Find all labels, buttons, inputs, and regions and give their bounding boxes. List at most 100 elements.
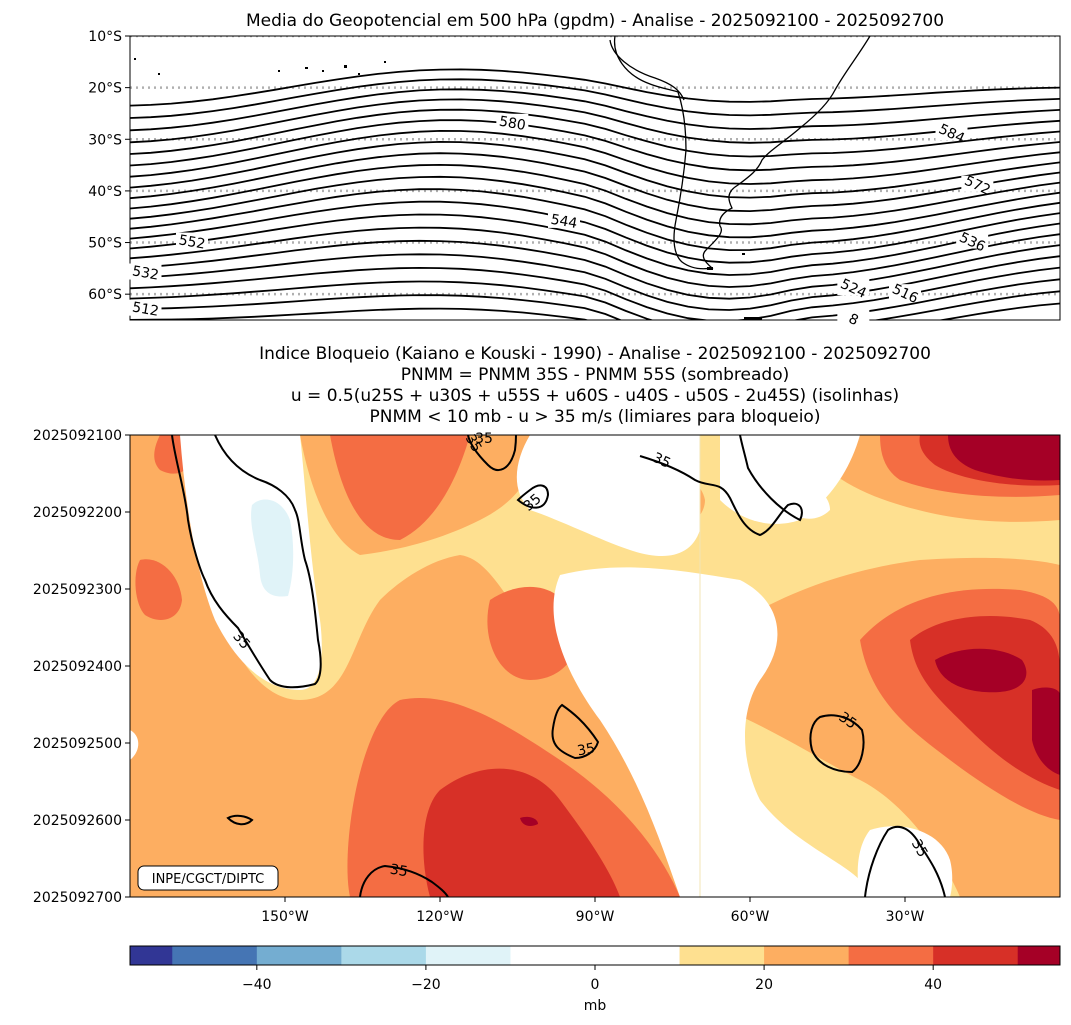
geopotential-contour	[130, 152, 1060, 213]
colorbar-segment	[679, 946, 765, 965]
lat-tick-label: 10°S	[88, 29, 122, 45]
geopotential-contour	[130, 188, 1060, 252]
geopotential-contour	[130, 200, 1060, 264]
colorbar-ticks: −40 −20 0 20 40	[242, 965, 942, 993]
time-axis-labels: 2025092100 2025092200 2025092300 2025092400…	[33, 428, 130, 906]
isoline-label: 35	[389, 862, 409, 881]
south-america-coastline	[613, 36, 871, 270]
contour-label: 532	[131, 263, 160, 283]
isoline-label: 35	[475, 431, 493, 447]
colorbar-segment	[130, 946, 173, 965]
lat-tick-label: 60°S	[88, 287, 122, 303]
bottom-title-line: Indice Bloqueio (Kaiano e Kouski - 1990)…	[259, 344, 931, 364]
lon-tick-label: 150°W	[261, 909, 309, 925]
annotation-text: INPE/CGCT/DIPTC	[152, 872, 264, 887]
top-frame	[129, 35, 1061, 321]
colorbar-tick-label: −40	[242, 977, 272, 993]
geopotential-contour	[130, 163, 1060, 226]
geopotential-contour	[130, 239, 1060, 300]
contour-label: 544	[549, 212, 578, 232]
geopotential-contour	[130, 78, 1060, 119]
colorbar-tick-label: 0	[591, 977, 600, 993]
geopotential-contour	[130, 98, 1060, 144]
geopotential-contour	[130, 278, 1060, 320]
u35-isolines	[171, 435, 946, 897]
isoline-label: 35	[462, 432, 485, 455]
time-tick-label: 2025092100	[33, 428, 122, 444]
shading-40-50	[520, 435, 1060, 826]
geopotential-contour	[130, 213, 1060, 276]
colorbar-segment	[764, 946, 850, 965]
geopotential-contour	[130, 140, 1060, 199]
geopotential-contour	[130, 129, 1060, 185]
lon-tick-label: 60°W	[731, 909, 770, 925]
geopotential-contour	[130, 302, 1060, 320]
contour-label-bg	[496, 113, 529, 130]
top-map-area	[130, 36, 1060, 320]
time-tick-label: 2025092300	[33, 582, 122, 598]
inpe-annotation: INPE/CGCT/DIPTC	[137, 865, 279, 891]
geopotential-contours	[130, 68, 1060, 320]
contour-label-bg	[548, 211, 580, 228]
colorbar-segment	[933, 946, 1019, 965]
isoline-label: 35	[908, 837, 931, 860]
geopotential-contour	[130, 175, 1060, 239]
contour-label-bg	[961, 175, 994, 192]
bottom-title-line: u = 0.5(u25S + u30S + u55S + u60S - u40S…	[291, 386, 899, 406]
geopotential-contour	[130, 88, 1060, 132]
colorbar-tick-label: 20	[755, 977, 773, 993]
colorbar-segment	[848, 946, 934, 965]
top-latitude-labels: 10°S 20°S 30°S 40°S 50°S 60°S	[88, 29, 130, 303]
lat-tick-label: 20°S	[88, 81, 122, 97]
contour-label-bg	[129, 299, 162, 316]
geopotential-contour	[130, 290, 1060, 320]
contour-label: 512	[131, 299, 160, 319]
contour-label-bg	[935, 124, 968, 141]
colorbar-segment	[341, 946, 427, 965]
isoline-label: 35	[650, 450, 673, 472]
bottom-title-line: PNMM < 10 mb - u > 35 m/s (limiares para…	[370, 407, 821, 427]
shading-below-10	[130, 435, 953, 897]
top-chart-title: Media do Geopotencial em 500 hPa (gpdm) …	[246, 11, 944, 31]
lon-tick-label: 120°W	[416, 909, 464, 925]
colorbar-label: mb	[584, 998, 607, 1014]
colorbar-tick-label: 40	[924, 977, 942, 993]
contour-label: 552	[177, 232, 206, 252]
time-tick-label: 2025092500	[33, 736, 122, 752]
time-tick-label: 2025092600	[33, 813, 122, 829]
island-specks	[134, 58, 762, 320]
south-america-inner-outline	[609, 39, 685, 101]
shading-neg10-neg20	[251, 499, 294, 597]
colorbar-segment	[1017, 946, 1061, 965]
geopotential-contour	[130, 108, 1060, 158]
contour-label-bg	[889, 284, 921, 301]
isoline-label: 35	[576, 741, 596, 760]
time-tick-label: 2025092400	[33, 659, 122, 675]
contour-label-bg	[176, 232, 208, 249]
longitude-axis-labels: 150°W 120°W 90°W 60°W 30°W	[261, 897, 924, 925]
colorbar	[130, 946, 1061, 965]
bottom-title-line: PNMM = PNMM 35S - PNMM 55S (sombreado)	[401, 365, 790, 385]
colorbar-segment	[425, 946, 511, 965]
lon-tick-label: 90°W	[576, 909, 615, 925]
contour-label: 580	[498, 114, 527, 134]
lat-tick-label: 50°S	[88, 236, 122, 252]
lat-tick-label: 40°S	[88, 184, 122, 200]
colorbar-segment	[256, 946, 342, 965]
time-tick-label: 2025092200	[33, 505, 122, 521]
colorbar-segment	[172, 946, 258, 965]
contour-label-bg	[956, 232, 989, 249]
contour-label-bg	[129, 263, 162, 280]
colorbar-tick-label: −20	[411, 977, 441, 993]
lat-tick-label: 30°S	[88, 132, 122, 148]
contour-label-bg	[837, 279, 870, 296]
lon-tick-label: 30°W	[886, 909, 925, 925]
blocking-index-field	[130, 435, 1060, 897]
time-tick-label: 2025092700	[33, 890, 122, 906]
geopotential-contour	[130, 119, 1060, 172]
geopotential-contour	[130, 68, 1060, 107]
contour-label-bg	[837, 310, 870, 326]
bottom-chart-titles: Indice Bloqueio (Kaiano e Kouski - 1990)…	[259, 344, 931, 427]
